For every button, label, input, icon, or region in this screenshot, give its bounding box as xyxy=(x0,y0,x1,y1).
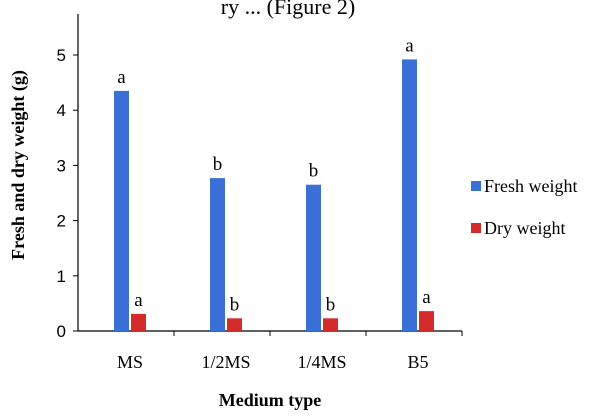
fresh-weight-bar xyxy=(402,59,417,331)
bars xyxy=(114,59,434,331)
dry-weight-bar xyxy=(419,311,434,331)
cut-off-heading-fragment: ry ... (Figure 2) xyxy=(221,0,355,19)
significance-letter: b xyxy=(326,294,336,315)
y-axis-ticks: 0 1 2 3 4 5 xyxy=(57,46,78,341)
y-tick-label: 3 xyxy=(57,156,66,175)
significance-letter: a xyxy=(117,67,126,88)
x-category-label: 1/2MS xyxy=(201,352,250,372)
significance-letters: a a b b b b a a xyxy=(117,35,431,315)
x-axis-categories: MS 1/2MS 1/4MS B5 xyxy=(117,331,463,372)
x-category-label: 1/4MS xyxy=(297,352,346,372)
fresh-weight-bar xyxy=(210,178,225,331)
x-category-label: B5 xyxy=(407,352,428,372)
y-tick-label: 2 xyxy=(57,212,66,231)
legend-label: Dry weight xyxy=(484,218,565,238)
y-tick-label: 4 xyxy=(57,101,66,120)
y-tick-label: 5 xyxy=(57,46,66,65)
legend-fresh-swatch xyxy=(471,181,481,191)
significance-letter: b xyxy=(230,294,240,315)
significance-letter: b xyxy=(213,154,223,175)
y-tick-label: 0 xyxy=(57,322,66,341)
significance-letter: a xyxy=(134,290,143,311)
fresh-weight-bar xyxy=(306,184,321,331)
legend-dry-swatch xyxy=(471,223,481,233)
y-tick-label: 1 xyxy=(57,267,66,286)
legend: Fresh weight Dry weight xyxy=(471,176,578,238)
fresh-weight-bar xyxy=(114,90,129,331)
dry-weight-bar xyxy=(227,318,242,331)
significance-letter: a xyxy=(405,35,414,56)
dry-weight-bar xyxy=(131,313,146,331)
significance-letter: a xyxy=(422,287,431,308)
significance-letter: b xyxy=(309,161,319,182)
legend-label: Fresh weight xyxy=(484,176,578,196)
dry-weight-bar xyxy=(323,318,338,331)
x-category-label: MS xyxy=(117,352,143,372)
y-axis-title: Fresh and dry weight (g) xyxy=(8,70,29,260)
x-axis-title: Medium type xyxy=(219,390,322,410)
